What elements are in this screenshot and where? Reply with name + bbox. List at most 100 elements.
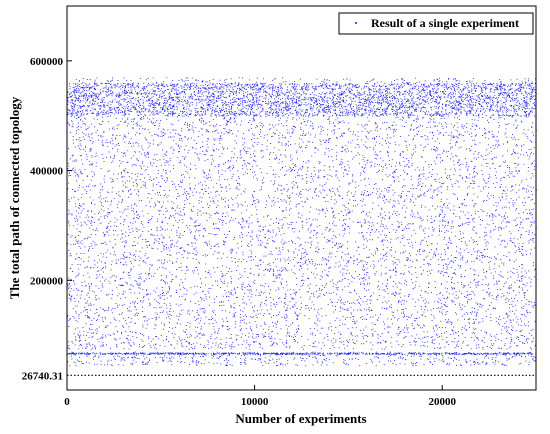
data-point [486, 95, 488, 96]
data-point [342, 272, 344, 274]
data-point [452, 94, 454, 96]
data-point [133, 103, 135, 105]
data-point [444, 84, 446, 86]
data-point [226, 89, 227, 91]
data-point [266, 145, 268, 147]
data-point [331, 340, 332, 342]
data-point [455, 100, 457, 101]
data-point [432, 229, 434, 231]
data-point [422, 125, 423, 127]
data-point [471, 332, 473, 334]
data-point [253, 86, 255, 88]
data-point [389, 137, 391, 139]
data-point [442, 224, 443, 226]
data-point [116, 345, 117, 347]
data-point [67, 113, 69, 115]
data-point [504, 299, 506, 301]
data-point [218, 112, 219, 114]
data-point [106, 80, 108, 82]
data-point [485, 92, 487, 94]
data-point [99, 307, 101, 309]
data-point [71, 125, 73, 127]
data-point [272, 184, 274, 186]
data-point [263, 353, 265, 355]
data-point [165, 193, 167, 195]
data-point [101, 285, 103, 287]
data-point [480, 106, 482, 107]
data-point [96, 115, 98, 117]
data-point [259, 358, 261, 360]
data-point [96, 328, 98, 330]
data-point [482, 289, 484, 291]
data-point [123, 303, 125, 305]
data-point [172, 112, 174, 114]
data-point [412, 92, 413, 94]
data-point [511, 185, 513, 187]
data-point [460, 106, 462, 108]
data-point [168, 247, 170, 249]
data-point [226, 295, 228, 297]
data-point [220, 190, 222, 192]
data-point [407, 111, 408, 113]
data-point [241, 261, 242, 263]
data-point [512, 95, 514, 96]
data-point [498, 196, 500, 198]
data-point [257, 265, 259, 267]
data-point [407, 329, 408, 331]
data-point [119, 195, 121, 197]
data-point [356, 86, 358, 88]
data-point [184, 164, 186, 166]
data-point [296, 262, 298, 264]
data-point [150, 120, 152, 122]
data-point [210, 179, 212, 181]
data-point [314, 147, 316, 149]
data-point [275, 110, 277, 112]
data-point [492, 362, 494, 363]
data-point [151, 229, 152, 230]
data-point [181, 111, 183, 112]
data-point [492, 215, 494, 217]
data-point [144, 154, 146, 156]
data-point [172, 115, 173, 117]
data-point [395, 117, 397, 119]
data-point [460, 347, 462, 349]
data-point [365, 326, 367, 328]
data-point [458, 252, 460, 254]
data-point [409, 294, 411, 296]
data-point [395, 213, 396, 214]
data-point [325, 109, 327, 110]
data-point [256, 92, 258, 94]
data-point [338, 261, 340, 263]
data-point [275, 247, 277, 249]
data-point [395, 105, 397, 107]
data-point [318, 105, 320, 107]
data-point [168, 341, 170, 342]
data-point [334, 333, 336, 334]
data-point [344, 360, 346, 362]
data-point [484, 298, 486, 300]
data-point [316, 104, 317, 106]
data-point [286, 183, 288, 185]
data-point [521, 267, 523, 269]
data-point [135, 361, 137, 363]
data-point [509, 288, 511, 290]
data-point [341, 257, 343, 259]
data-point [160, 259, 162, 261]
data-point [364, 177, 366, 179]
data-point [184, 84, 185, 86]
data-point [442, 211, 443, 213]
data-point [427, 143, 429, 145]
data-point [130, 253, 131, 255]
data-point [226, 273, 228, 274]
data-point [195, 352, 196, 354]
data-point [522, 188, 524, 190]
data-point [220, 112, 222, 113]
data-point [461, 134, 463, 136]
data-point [318, 93, 320, 95]
data-point [333, 84, 335, 85]
data-point [312, 106, 314, 108]
data-point [338, 354, 340, 355]
data-point [361, 224, 362, 226]
data-point [246, 108, 248, 110]
data-point [487, 308, 489, 310]
